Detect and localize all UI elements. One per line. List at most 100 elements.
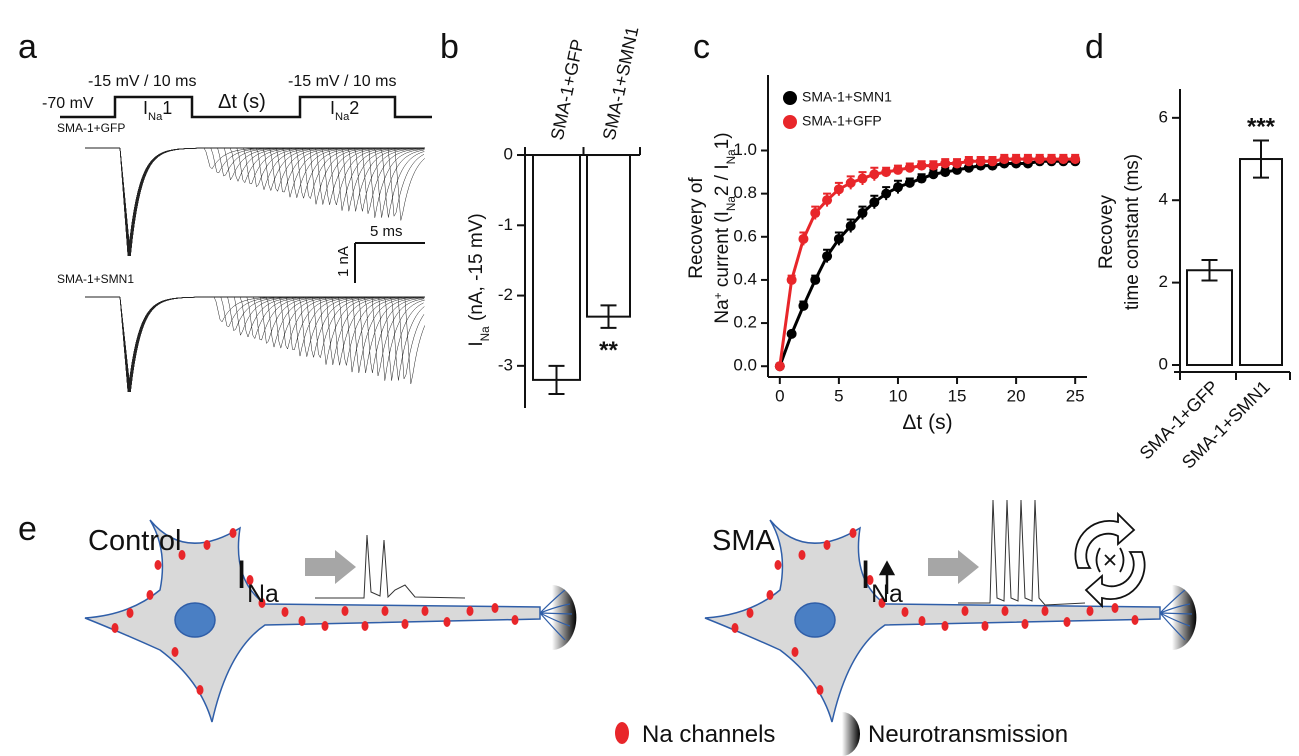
y-tick-label: 0.6 bbox=[733, 226, 757, 245]
scale-bar bbox=[354, 242, 425, 283]
current-trace bbox=[85, 296, 425, 393]
interval-label: Δt (s) bbox=[218, 91, 266, 113]
y-axis-label-part: 2 / I bbox=[712, 164, 733, 196]
pulse-label-part: I bbox=[330, 98, 335, 118]
current-trace bbox=[85, 296, 425, 393]
current-trace bbox=[85, 296, 425, 393]
panel-label: a bbox=[18, 28, 37, 66]
bar bbox=[1186, 269, 1233, 366]
legend-label: Neurotransmission bbox=[868, 721, 1068, 748]
data-point bbox=[786, 328, 797, 339]
y-axis-label: time constant (ms) bbox=[1122, 154, 1143, 310]
data-point bbox=[952, 158, 963, 169]
data-point bbox=[798, 300, 809, 311]
data-point bbox=[1046, 154, 1057, 165]
data-point bbox=[869, 169, 880, 180]
data-point bbox=[798, 233, 809, 244]
pulse-label: INa1 bbox=[143, 98, 172, 123]
data-point bbox=[845, 221, 856, 231]
y-tick-label: 4 bbox=[1159, 190, 1168, 209]
current-label: INa bbox=[236, 553, 279, 608]
data-point bbox=[904, 177, 915, 188]
y-tick-label: 0.8 bbox=[733, 183, 757, 202]
category-label: SMA-1+SMN1 bbox=[599, 25, 643, 142]
y-tick-label: 6 bbox=[1159, 107, 1168, 126]
data-point bbox=[1011, 154, 1022, 165]
data-point bbox=[822, 195, 833, 206]
condition-label: Control bbox=[88, 525, 182, 557]
data-point bbox=[975, 156, 986, 167]
current-trace bbox=[85, 296, 425, 393]
data-point bbox=[869, 197, 880, 208]
y-axis-label-part: Na bbox=[712, 299, 733, 324]
spike-trace bbox=[958, 499, 1086, 606]
y-axis-label-part: 1) bbox=[712, 132, 733, 149]
x-tick-label: 5 bbox=[834, 386, 843, 405]
arrow bbox=[305, 550, 356, 584]
data-point bbox=[774, 361, 785, 372]
legend-label: SMA-1+GFP bbox=[802, 113, 882, 129]
y-tick-label: 0 bbox=[504, 145, 513, 164]
trace-label: SMA-1+SMN1 bbox=[57, 272, 134, 286]
y-tick-label: 2 bbox=[1159, 272, 1168, 291]
series-line bbox=[778, 159, 1076, 367]
step-label: -15 mV / 10 ms bbox=[88, 73, 196, 90]
significance: *** bbox=[1247, 113, 1276, 140]
feedback-icon bbox=[1074, 511, 1146, 609]
data-point bbox=[987, 156, 998, 167]
data-point bbox=[1058, 154, 1069, 165]
panel-label: d bbox=[1085, 28, 1104, 66]
y-axis-label-part: current (I bbox=[712, 211, 733, 292]
pulse-label-part: I bbox=[143, 98, 148, 118]
data-point bbox=[1022, 154, 1033, 165]
data-point bbox=[1034, 154, 1045, 165]
y-axis-label-part: Na bbox=[725, 149, 738, 164]
current-trace bbox=[85, 296, 425, 393]
current-trace bbox=[85, 296, 425, 393]
x-axis-label: Δt (s) bbox=[902, 411, 952, 434]
data-point bbox=[940, 167, 951, 178]
x-tick-label: 25 bbox=[1066, 386, 1085, 405]
y-axis-label: INa (nA, -15 mV) bbox=[466, 213, 492, 346]
data-point bbox=[928, 160, 939, 171]
current-label-part: Na bbox=[871, 581, 903, 608]
data-point bbox=[1070, 154, 1081, 165]
y-axis-label-part: + bbox=[712, 292, 725, 299]
increase-arrow bbox=[878, 560, 896, 594]
scale-label: 5 ms bbox=[370, 223, 403, 240]
current-trace bbox=[85, 296, 425, 393]
legend-label: SMA-1+SMN1 bbox=[802, 89, 892, 105]
y-axis-label-part: I bbox=[466, 341, 487, 346]
current-label-part: Na bbox=[247, 581, 279, 608]
legend-marker bbox=[783, 115, 797, 129]
bar bbox=[532, 154, 581, 381]
bar bbox=[1239, 158, 1283, 366]
current-label-part: I bbox=[860, 553, 871, 597]
step-label: -15 mV / 10 ms bbox=[288, 73, 396, 90]
current-trace bbox=[85, 147, 425, 257]
data-point bbox=[892, 164, 903, 175]
data-point bbox=[857, 208, 868, 219]
error-bar bbox=[600, 304, 617, 329]
x-tick-label: 0 bbox=[775, 386, 784, 405]
current-trace bbox=[85, 296, 425, 393]
x-tick-label: 10 bbox=[889, 386, 908, 405]
error-bar-line bbox=[1201, 258, 1218, 282]
arrow bbox=[928, 550, 979, 584]
neuron-sma bbox=[704, 519, 1198, 723]
legend-label: Na channels bbox=[642, 721, 775, 748]
y-tick-label: 1.0 bbox=[733, 140, 757, 159]
y-axis-label-part: Recovey bbox=[1096, 195, 1117, 269]
error-bar-line bbox=[548, 364, 565, 395]
panel-label: e bbox=[18, 510, 37, 548]
x-tick-label: 20 bbox=[1007, 386, 1026, 405]
data-point bbox=[845, 177, 856, 188]
data-point bbox=[904, 162, 915, 173]
y-axis-label-part: Na bbox=[479, 326, 492, 341]
panel-label: b bbox=[440, 28, 459, 66]
y-axis-label-part: (nA, -15 mV) bbox=[466, 213, 487, 326]
error-bar-line bbox=[600, 304, 617, 329]
current-trace bbox=[85, 296, 425, 393]
pulse-label-part: Na bbox=[335, 111, 350, 123]
category-label: SMA-1+GFP bbox=[547, 37, 588, 141]
